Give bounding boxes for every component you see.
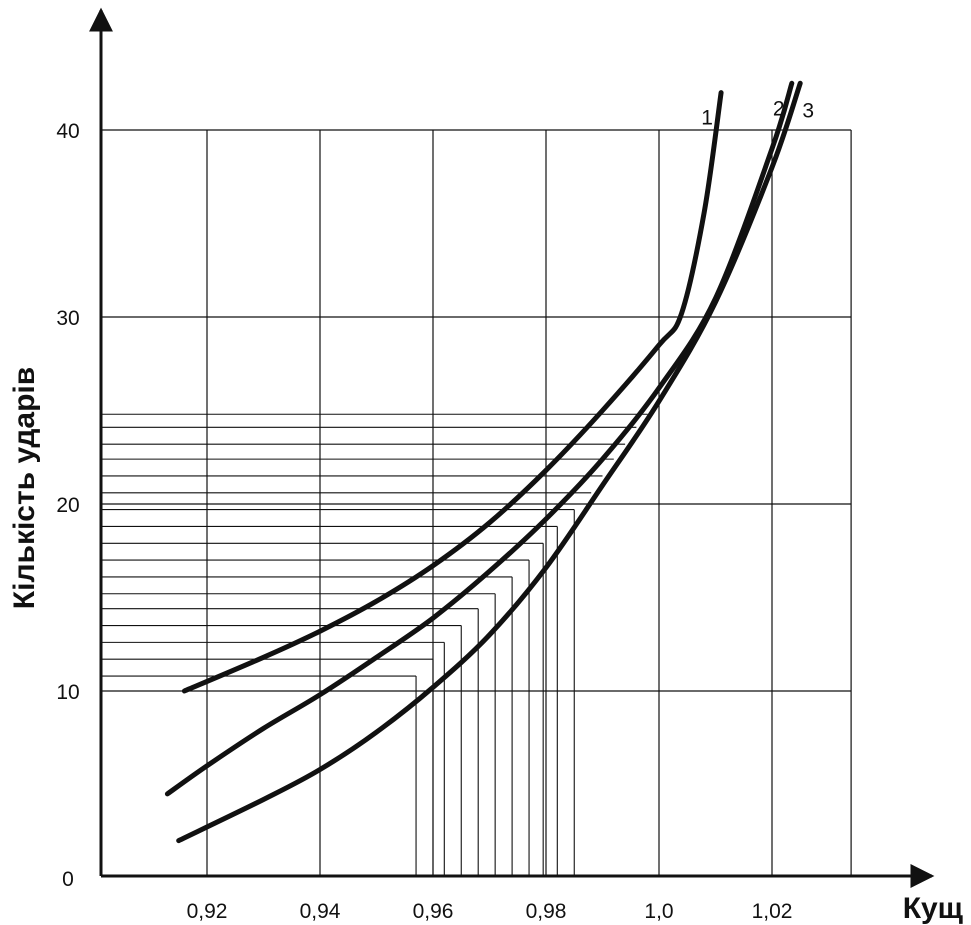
y-tick-label-2: 20 [56, 494, 79, 517]
x-tick-label-5: 1,02 [752, 900, 793, 923]
x-axis-title: Кущ [903, 892, 964, 925]
curve-3 [176, 80, 803, 844]
x-tick-label-0: 0,92 [187, 900, 228, 923]
curve-2 [164, 80, 795, 797]
axes [89, 7, 935, 888]
grid [101, 129, 852, 876]
x-tick-label-3: 0,98 [526, 900, 567, 923]
y-tick-label-0: 0 [62, 868, 74, 891]
y-axis-title: Кількість ударів [8, 367, 41, 609]
y-tick-label-3: 30 [56, 307, 79, 330]
tick-labels: 0,92 0,94 0,96 0,98 1,0 1,02 0 10 20 30 40 [56, 120, 792, 923]
reading-lines [101, 413, 648, 876]
curve-1 [181, 90, 724, 694]
y-tick-label-1: 10 [56, 681, 79, 704]
curve-label-3: 3 [802, 99, 814, 122]
curves [164, 80, 803, 844]
x-tick-label-4: 1,0 [644, 900, 673, 923]
x-tick-label-1: 0,94 [300, 900, 341, 923]
curve-label-2: 2 [773, 97, 785, 120]
y-tick-label-4: 40 [56, 120, 79, 143]
x-tick-label-2: 0,96 [413, 900, 454, 923]
curve-label-1: 1 [701, 107, 713, 130]
